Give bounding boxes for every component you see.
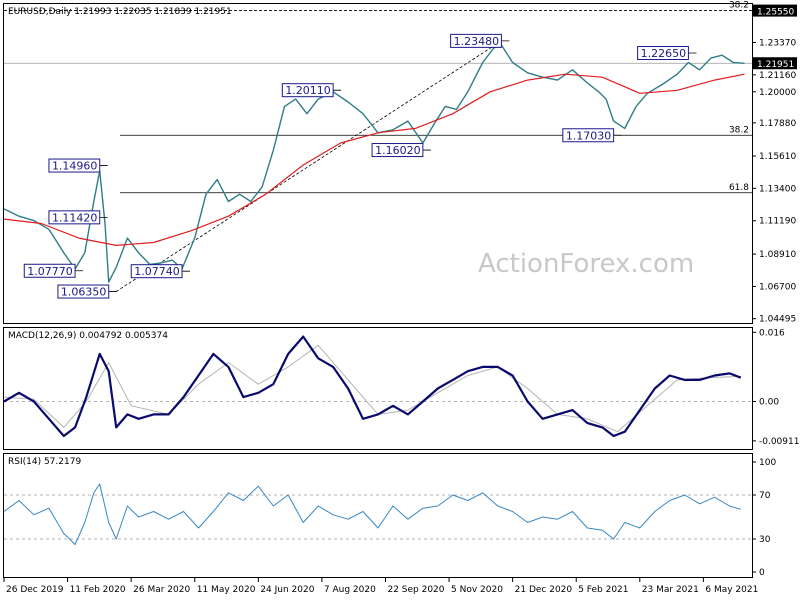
annotation-box-1 (48, 210, 101, 225)
main-header: EURUSD,Daily 1.21993 1.22035 1.21839 1.2… (8, 7, 232, 17)
annotation-label-4: 1.07740 (134, 265, 180, 278)
macd-signal-series (3, 344, 741, 433)
macd-marks (3, 335, 752, 438)
main-marks: 38.2 38.2 61.8 1.14960 1.11420 1.07770 1.06350… (3, 1, 752, 299)
watermark: ActionForex.com (478, 249, 694, 279)
xtick-label-5: 7 Aug 2020 (324, 585, 376, 595)
xtick-label-0: 26 Dec 2019 (6, 585, 64, 595)
main-ytick-label-4: 1.17880 (759, 119, 796, 129)
annotation-box-9 (637, 46, 689, 61)
main-ytick-label-9: 1.06700 (759, 282, 796, 292)
main-ytick-label-8: 1.08910 (759, 250, 796, 260)
main-ytick-label-7: 1.11190 (759, 217, 796, 227)
main-ytick-label-5: 1.15610 (759, 152, 796, 162)
macd-panel-frame (3, 327, 753, 450)
annotation-box-0 (48, 158, 101, 173)
annotation-label-8: 1.17030 (566, 129, 612, 142)
ma-series (3, 73, 745, 246)
macd-ytick-label-2: -0.009116 (759, 437, 800, 447)
rsi-ytick-label-1: 70 (759, 491, 771, 501)
macd-series (3, 335, 742, 438)
main-ytick-label-10: 1.04495 (759, 315, 796, 325)
last-price-label: 1.21951 (757, 60, 794, 70)
xtick-label-4: 24 Jun 2020 (260, 585, 314, 595)
fib-label-2: 61.8 (729, 183, 749, 193)
xtick-label-2: 26 Mar 2020 (133, 585, 190, 595)
xtick-label-10: 23 Mar 2021 (642, 585, 699, 595)
main-ytick-label-2: 1.21160 (759, 71, 796, 81)
annotation-label-1: 1.11420 (52, 211, 98, 224)
level-price-badge (753, 4, 797, 17)
annotation-box-7 (450, 33, 502, 48)
macd-ytick-label-1: 0.00 (759, 397, 779, 407)
rsi-marks (3, 483, 752, 545)
xtick-label-11: 6 May 2021 (705, 585, 758, 595)
macd-header: MACD(12,26,9) 0.004792 0.005374 (8, 331, 168, 341)
level-price-label: 1.25550 (757, 8, 794, 18)
macd-ytick-label-0: 0.016 (759, 328, 785, 338)
annotation-box-8 (562, 128, 615, 143)
main-ytick-label-3: 1.20000 (759, 88, 796, 98)
annotation-label-7: 1.23480 (454, 35, 500, 48)
axis-marks: 1.25550 1.23370 1.21160 1.20000 1.17880 1.156… (3, 4, 800, 595)
annotation-label-6: 1.16020 (375, 144, 421, 157)
annotation-label-2: 1.07770 (27, 265, 73, 278)
annotation-box-4 (130, 264, 183, 279)
annotation-box-3 (57, 284, 110, 299)
xtick-label-8: 21 Dec 2020 (515, 585, 573, 595)
rsi-series (3, 483, 741, 545)
last-price-badge (753, 57, 797, 70)
main-ytick-label-1: 1.23370 (759, 38, 796, 48)
main-ytick-label-6: 1.13400 (759, 184, 796, 194)
annotation-label-0: 1.14960 (52, 160, 98, 173)
annotation-box-6 (371, 143, 424, 158)
annotation-label-5: 1.20110 (285, 84, 331, 97)
xtick-label-9: 5 Feb 2021 (578, 585, 628, 595)
annotation-box-5 (281, 83, 334, 98)
xtick-label-6: 22 Sep 2020 (387, 585, 444, 595)
fib-label-1: 38.2 (729, 125, 749, 135)
price-series (3, 44, 745, 283)
xtick-label-1: 11 Feb 2020 (70, 585, 126, 595)
annotation-label-3: 1.06350 (61, 286, 107, 299)
annotation-box-2 (23, 263, 76, 278)
rsi-ytick-label-3: 0 (759, 568, 765, 578)
main-panel-frame (3, 3, 753, 324)
rsi-header: RSI(14) 57.2179 (8, 457, 81, 467)
rsi-ytick-label-0: 100 (759, 458, 776, 468)
fib-label-0: 38.2 (729, 1, 749, 11)
xtick-label-3: 11 May 2020 (197, 585, 256, 595)
xtick-label-7: 5 Nov 2020 (451, 585, 503, 595)
rsi-panel-frame (3, 453, 753, 578)
rsi-ytick-label-2: 30 (759, 535, 771, 545)
trendline (115, 40, 502, 292)
annotation-label-9: 1.22650 (641, 47, 687, 60)
